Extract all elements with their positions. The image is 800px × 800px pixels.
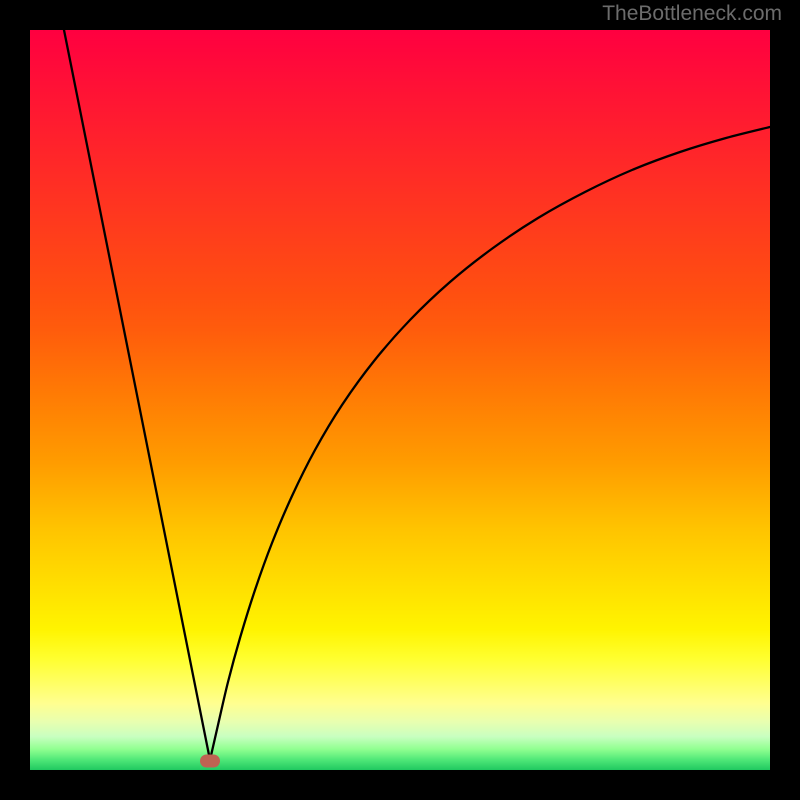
optimum-marker bbox=[200, 755, 220, 768]
watermark-text: TheBottleneck.com bbox=[602, 2, 782, 26]
bottleneck-curve bbox=[64, 30, 770, 760]
plot-area bbox=[30, 30, 770, 770]
curve-layer bbox=[30, 30, 770, 770]
chart-canvas: TheBottleneck.com bbox=[0, 0, 800, 800]
